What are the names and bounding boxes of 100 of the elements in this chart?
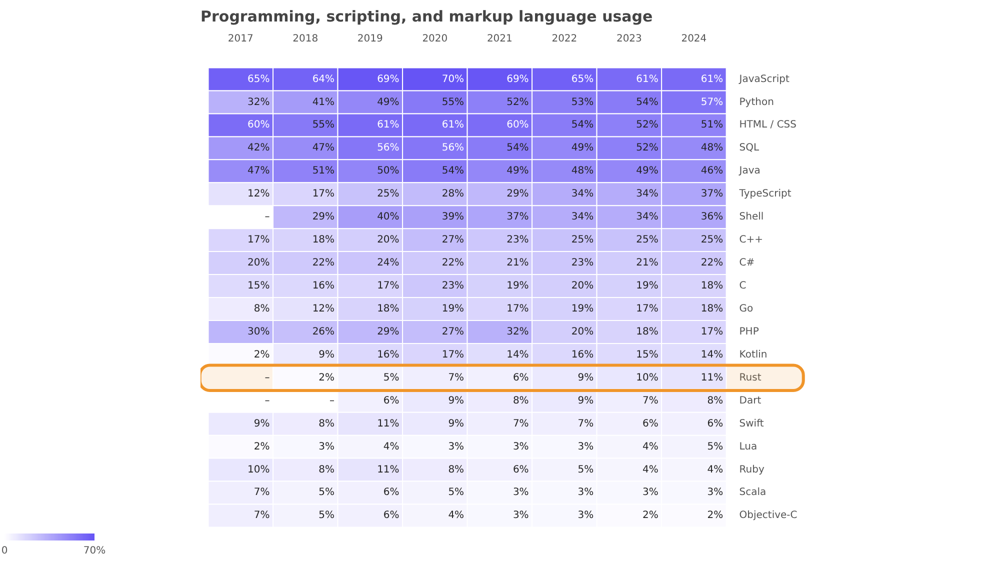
data-label: 20% xyxy=(571,280,594,292)
data-label: 7% xyxy=(512,418,529,430)
data-label: 17% xyxy=(506,303,529,314)
data-label: 9% xyxy=(448,395,464,406)
text: – xyxy=(264,395,270,406)
y-tick-label: Kotlin xyxy=(739,349,768,360)
data-label: 17% xyxy=(700,326,724,338)
data-label: 19% xyxy=(442,303,464,314)
y-tick-label: C xyxy=(739,280,746,292)
data-label: 23% xyxy=(442,280,464,292)
data-label: 10% xyxy=(248,464,270,476)
y-tick-label: Rust xyxy=(739,372,762,384)
data-label: 16% xyxy=(377,349,400,360)
data-label: 15% xyxy=(248,280,270,292)
data-label: 65% xyxy=(248,74,270,85)
data-label: 61% xyxy=(636,74,658,85)
data-label: 11% xyxy=(377,464,400,476)
data-label: 16% xyxy=(571,349,594,360)
data-label: 3% xyxy=(512,441,529,452)
data-label: 2% xyxy=(254,349,270,360)
data-label: 9% xyxy=(578,372,594,384)
data-label: 4% xyxy=(383,441,400,452)
data-label: 23% xyxy=(506,234,529,246)
data-label: 20% xyxy=(248,258,270,269)
data-label: 18% xyxy=(700,280,724,292)
data-label: 28% xyxy=(442,188,464,200)
y-tick-label: Dart xyxy=(739,395,762,406)
data-label: 11% xyxy=(377,418,400,430)
data-label: 5% xyxy=(318,510,335,522)
data-label: 7% xyxy=(448,372,464,384)
data-label: 54% xyxy=(506,142,529,154)
data-label: 65% xyxy=(571,74,594,85)
y-tick-label: JavaScript xyxy=(738,74,790,85)
data-label: 53% xyxy=(571,96,594,108)
data-label: 61% xyxy=(377,120,400,131)
data-label: 5% xyxy=(707,441,724,452)
data-label: 49% xyxy=(636,166,658,177)
y-tick-label: Java xyxy=(738,166,760,177)
data-label: 17% xyxy=(442,349,464,360)
data-label: 49% xyxy=(506,166,529,177)
data-label: 22% xyxy=(442,258,464,269)
data-label: 20% xyxy=(377,234,400,246)
data-label: 10% xyxy=(636,372,658,384)
data-label: 4% xyxy=(707,464,724,476)
data-label: 19% xyxy=(636,280,658,292)
x-tick-label: 2018 xyxy=(292,34,318,44)
data-label: 69% xyxy=(377,74,400,85)
color-bar-label: 0 xyxy=(1,546,8,556)
color-bar-label: 70% xyxy=(83,546,106,556)
data-label: 25% xyxy=(700,234,724,246)
data-label: 48% xyxy=(571,166,594,177)
data-label: 55% xyxy=(442,96,464,108)
x-tick-label: 2020 xyxy=(422,34,448,44)
data-label: 5% xyxy=(383,372,400,384)
data-label: 5% xyxy=(448,487,464,498)
data-label: 23% xyxy=(571,258,594,269)
data-label: 6% xyxy=(642,418,658,430)
y-tick-label: SQL xyxy=(739,142,760,154)
data-label: 2% xyxy=(318,372,335,384)
data-label: 2% xyxy=(707,510,724,522)
data-label: 2% xyxy=(642,510,658,522)
y-tick-label: Objective-C xyxy=(739,510,798,522)
data-label: 21% xyxy=(506,258,529,269)
data-label: 19% xyxy=(571,303,594,314)
data-label: 60% xyxy=(506,120,529,131)
y-tick-label: Ruby xyxy=(739,464,764,476)
data-label: 55% xyxy=(312,120,335,131)
data-label: 8% xyxy=(318,418,335,430)
data-label: 25% xyxy=(636,234,658,246)
data-label: 5% xyxy=(578,464,594,476)
data-label: 22% xyxy=(312,258,335,269)
data-label: 3% xyxy=(642,487,658,498)
data-label: 34% xyxy=(636,188,658,200)
data-label: 32% xyxy=(506,326,529,338)
data-label: 3% xyxy=(707,487,724,498)
data-label: 18% xyxy=(700,303,724,314)
data-label: 8% xyxy=(512,395,529,406)
data-label: 56% xyxy=(442,142,464,154)
text: – xyxy=(330,395,335,406)
data-label: 61% xyxy=(442,120,464,131)
data-label: 8% xyxy=(254,303,270,314)
y-tick-label: HTML / CSS xyxy=(739,120,797,131)
data-label: 8% xyxy=(448,464,464,476)
data-label: 26% xyxy=(312,326,335,338)
data-label: 6% xyxy=(512,464,529,476)
data-label: 9% xyxy=(318,349,335,360)
data-label: 3% xyxy=(512,510,529,522)
data-label: 42% xyxy=(248,142,270,154)
data-label: 49% xyxy=(377,96,400,108)
data-label: 3% xyxy=(512,487,529,498)
y-tick-label: Python xyxy=(739,96,774,108)
data-label: 17% xyxy=(312,188,335,200)
data-label: 4% xyxy=(642,441,658,452)
data-label: 18% xyxy=(377,303,400,314)
data-label: 47% xyxy=(248,166,270,177)
data-label: 54% xyxy=(571,120,594,131)
data-label: 3% xyxy=(318,441,335,452)
text: – xyxy=(264,372,270,384)
data-label: 29% xyxy=(506,188,529,200)
data-label: 7% xyxy=(254,510,270,522)
